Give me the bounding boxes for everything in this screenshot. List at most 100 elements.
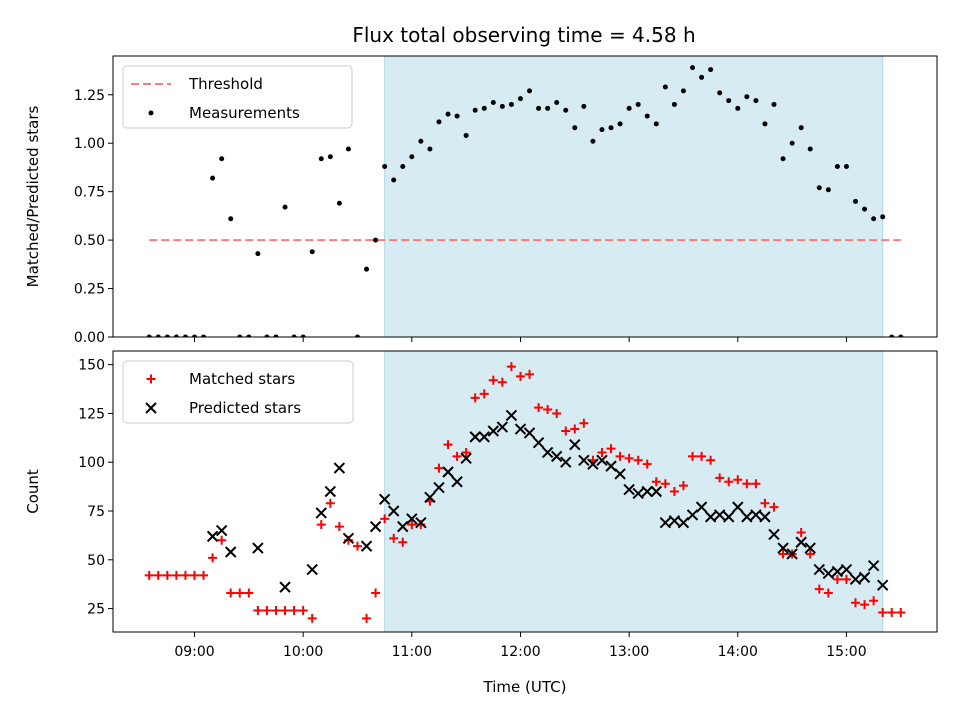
matched-star-point [470,393,480,403]
matched-star-point [506,362,516,372]
measurement-point [626,105,632,111]
predicted-star-point [650,485,663,498]
predicted-star-point [215,524,228,537]
measurement-point [445,111,451,117]
measurement-point [182,334,188,337]
predicted-star-point [560,456,572,468]
predicted-star-point [550,450,563,463]
series-predicted-stars [206,409,889,593]
matched-star-point [841,574,851,584]
matched-star-point [289,606,299,616]
measurement-point [499,103,505,109]
matched-star-point [805,549,815,559]
y-tick-label: 150 [78,358,105,374]
measurement-point [780,156,786,162]
measurement-point [590,138,596,144]
measurement-point [354,334,360,337]
predicted-star-point [460,452,472,465]
matched-star-point [715,473,725,483]
measurement-point [862,206,868,212]
measurement-point [889,334,895,337]
y-tick-label: 0.50 [74,233,105,249]
matched-star-point [452,451,462,461]
measurement-point [680,88,686,94]
measurement-point [373,237,379,243]
predicted-star-point [732,501,744,513]
matched-star-point [199,570,209,580]
matched-star-point [697,451,707,461]
predicted-star-point [541,446,554,459]
y-tick-label: 0.25 [74,282,105,298]
measurement-point [834,163,840,169]
legend-matched-swatch [146,374,156,384]
top-axes: 0.00 0.25 0.50 0.75 1.00 1.25 Matched/Predicte… [24,55,938,346]
measurement-point [155,334,161,337]
matched-star-point [144,570,154,580]
predicted-star-point [532,437,545,449]
legend-label: Predicted stars [189,399,301,417]
measurement-point [255,251,261,257]
predicted-star-point [786,548,798,560]
predicted-star-point [795,536,807,548]
measurement-point [418,138,424,144]
matched-star-point [896,607,906,617]
measurement-point [789,140,795,146]
x-tick-label: 10:00 [283,644,323,660]
predicted-star-point [587,458,599,470]
predicted-star-point [514,423,527,435]
predicted-star-point [306,563,318,576]
x-tick-label: 13:00 [609,644,649,660]
matched-star-point [561,426,571,436]
matched-star-point [579,418,589,428]
predicted-star-point [279,581,291,593]
measurement-point [309,249,315,255]
measurement-point [717,90,723,96]
matched-star-point [180,570,190,580]
predicted-star-point [605,460,617,472]
measurement-point [210,175,216,181]
predicted-star-point [641,485,653,498]
measurement-point [237,334,243,337]
measurement-point [246,334,252,337]
predicted-star-point [750,509,762,521]
measurement-point [273,334,279,337]
predicted-star-point [759,511,771,523]
matched-star-point [325,498,335,508]
measurement-point [635,101,641,107]
y-tick-label: 75 [87,504,105,520]
predicted-star-point [315,507,327,519]
predicted-star-point [831,565,844,578]
predicted-star-point [677,517,690,529]
matched-star-point [597,447,607,457]
matched-star-point [823,588,833,598]
predicted-star-point [369,520,382,533]
matched-star-point [488,375,498,385]
matched-star-point [389,533,399,543]
matched-star-point [479,389,489,399]
predicted-star-point [206,530,219,543]
measurement-point [825,187,831,193]
matched-star-point [371,588,381,598]
matched-star-point [678,481,688,491]
matched-star-point [552,408,562,418]
matched-star-point [497,377,507,387]
predicted-star-point [668,515,681,527]
matched-star-point [832,574,842,584]
measurement-point [563,107,569,113]
measurement-point [382,163,388,169]
predicted-star-point [333,462,346,474]
measurement-point [164,334,170,337]
matched-star-point [778,549,788,559]
y-tick-label: 1.00 [74,136,105,152]
matched-star-point [642,459,652,469]
matched-star-point [751,479,761,489]
measurement-point [671,101,677,107]
matched-star-point [443,440,453,450]
predicted-star-point [768,528,780,541]
predicted-star-point [713,509,726,521]
measurement-point [898,334,904,337]
matched-star-point [316,520,326,530]
x-tick-label: 15:00 [826,644,866,660]
measurement-point [617,121,623,127]
measurement-point [545,105,551,111]
